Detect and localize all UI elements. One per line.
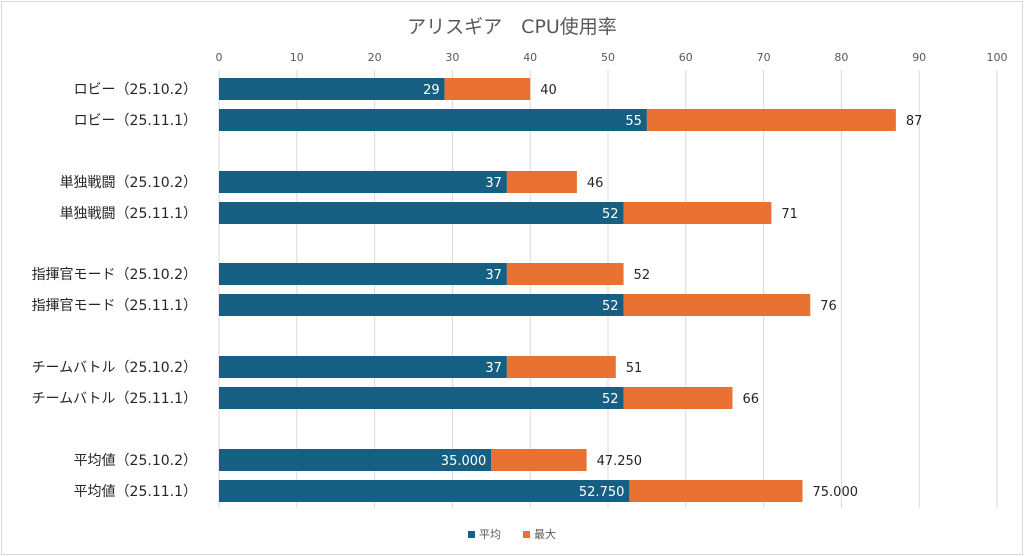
x-tick-label: 70 [757, 51, 771, 64]
bar-max [623, 294, 811, 316]
bar-avg [219, 263, 507, 285]
bar-avg [219, 294, 624, 316]
data-label-avg: 52.750 [579, 485, 625, 500]
x-tick-label: 10 [290, 51, 304, 64]
bars [219, 78, 896, 502]
data-labels: 29 40 55 87 37 46 52 71 37 52 52 76 37 51 52 66 35.000 47… [423, 83, 922, 500]
data-label-avg: 37 [485, 361, 502, 376]
data-label-max: 76 [820, 299, 837, 314]
chart-title: アリスギア CPU使用率 [407, 16, 617, 38]
data-label-max: 52 [634, 268, 651, 283]
data-label-avg: 35.000 [441, 454, 487, 469]
bar-max [506, 263, 624, 285]
legend-label-avg: 平均 [479, 528, 501, 541]
legend-label-max: 最大 [534, 528, 556, 541]
data-label-max: 51 [626, 361, 643, 376]
legend-item-max: 最大 [523, 526, 556, 542]
bar-max [623, 387, 733, 409]
x-tick-label: 20 [368, 51, 382, 64]
category-label: 平均値（25.11.1） [74, 484, 197, 500]
bar-avg [219, 356, 507, 378]
legend-swatch-max [523, 530, 530, 538]
category-label: 指揮官モード（25.11.1） [32, 298, 197, 314]
x-tick-label: 100 [987, 51, 1008, 64]
data-label-avg: 37 [485, 268, 502, 283]
legend-item-avg: 平均 [468, 526, 501, 542]
data-label-avg: 37 [485, 176, 502, 191]
bar-avg [219, 387, 624, 409]
category-label: 単独戦闘（25.11.1） [60, 206, 197, 222]
bar-max [506, 356, 616, 378]
bar-avg [219, 109, 647, 131]
bar-avg [219, 480, 630, 502]
x-tick-label: 40 [523, 51, 537, 64]
bar-max [444, 78, 531, 100]
data-label-avg: 52 [602, 299, 619, 314]
x-tick-label: 50 [601, 51, 615, 64]
x-tick-label: 80 [834, 51, 848, 64]
category-label: ロビー（25.10.2） [74, 82, 197, 98]
data-label-max: 75.000 [813, 485, 859, 500]
data-label-avg: 29 [423, 83, 440, 98]
x-axis-ticks: 0 10 20 30 40 50 60 70 80 90 100 [216, 51, 1008, 64]
bar-max [646, 109, 896, 131]
bar-max [623, 202, 772, 224]
legend-swatch-avg [468, 530, 475, 538]
category-label: チームバトル（25.11.1） [32, 391, 197, 407]
data-label-max: 46 [587, 176, 604, 191]
category-label: ロビー（25.11.1） [74, 113, 197, 129]
data-label-avg: 55 [625, 114, 642, 129]
category-label: 指揮官モード（25.10.2） [32, 267, 197, 283]
bar-max [629, 480, 803, 502]
category-label: チームバトル（25.10.2） [32, 360, 197, 376]
bar-max [491, 449, 587, 471]
x-tick-label: 30 [445, 51, 459, 64]
x-tick-label: 0 [216, 51, 223, 64]
bar-avg [219, 202, 624, 224]
gridlines [218, 70, 998, 508]
x-tick-label: 60 [679, 51, 693, 64]
data-label-max: 66 [742, 392, 759, 407]
data-label-max: 71 [781, 207, 798, 222]
bar-avg [219, 449, 492, 471]
data-label-max: 87 [906, 114, 923, 129]
data-label-max: 47.250 [597, 454, 643, 469]
bar-avg [219, 171, 507, 193]
bar-avg [219, 78, 445, 100]
category-label: 平均値（25.10.2） [74, 453, 197, 469]
data-label-avg: 52 [602, 207, 619, 222]
x-tick-label: 90 [912, 51, 926, 64]
bar-max [506, 171, 577, 193]
legend: 平均 最大 [0, 526, 1024, 542]
category-labels: ロビー（25.10.2） ロビー（25.11.1） 単独戦闘（25.10.2） 単独戦… [32, 82, 197, 500]
data-label-avg: 52 [602, 392, 619, 407]
data-label-max: 40 [540, 83, 557, 98]
category-label: 単独戦闘（25.10.2） [60, 175, 197, 191]
